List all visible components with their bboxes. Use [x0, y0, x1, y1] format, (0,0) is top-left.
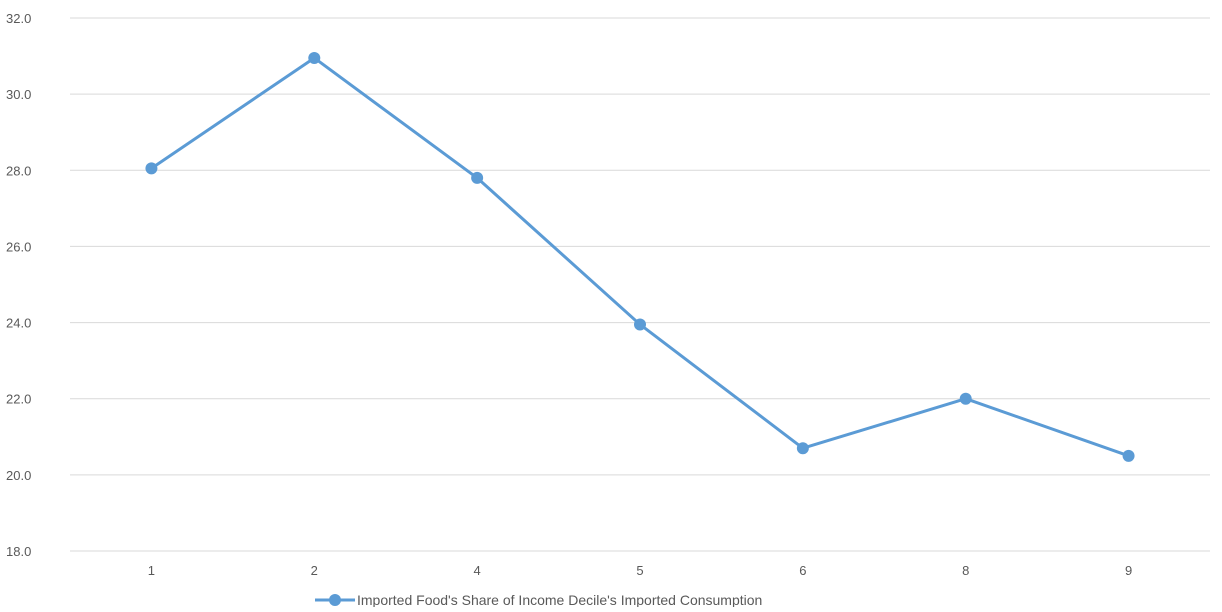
- data-point: [308, 51, 321, 64]
- y-tick-label: 32.0: [6, 11, 31, 26]
- x-tick-label: 4: [474, 563, 481, 578]
- series-layer: [145, 51, 1135, 462]
- x-axis-tick-labels: 1 2 4 5 6 8 9: [148, 563, 1132, 578]
- x-tick-label: 8: [962, 563, 969, 578]
- y-tick-label: 30.0: [6, 87, 31, 102]
- y-tick-label: 18.0: [6, 544, 31, 559]
- gridlines: [70, 17, 1210, 552]
- y-tick-label: 24.0: [6, 316, 31, 331]
- y-tick-label: 20.0: [6, 468, 31, 483]
- data-point: [959, 392, 972, 405]
- series-line: [149, 56, 1131, 458]
- legend-marker-swatch: [329, 594, 341, 606]
- data-point: [634, 318, 646, 331]
- y-axis-tick-labels: 18.0 20.0 22.0 24.0 26.0 28.0 30.0 32.0: [6, 11, 31, 559]
- data-point: [1122, 449, 1135, 462]
- y-tick-label: 22.0: [6, 392, 31, 407]
- legend-label: Imported Food's Share of Income Decile's…: [357, 592, 762, 607]
- x-tick-label: 1: [148, 563, 155, 578]
- y-tick-label: 28.0: [6, 163, 31, 178]
- y-tick-label: 26.0: [6, 239, 31, 254]
- x-tick-label: 9: [1125, 563, 1132, 578]
- x-tick-label: 5: [636, 563, 643, 578]
- legend: Imported Food's Share of Income Decile's…: [315, 592, 762, 608]
- data-point: [796, 442, 809, 455]
- x-tick-label: 2: [311, 563, 318, 578]
- x-tick-label: 6: [799, 563, 806, 578]
- data-point: [145, 162, 158, 175]
- data-point: [471, 171, 484, 184]
